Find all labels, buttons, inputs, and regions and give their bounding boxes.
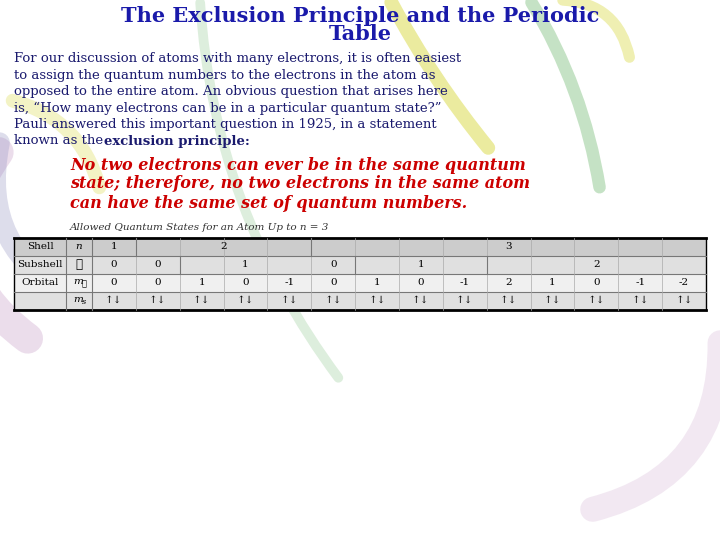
Bar bbox=[14, 238, 706, 255]
Text: Shell: Shell bbox=[27, 242, 53, 251]
Text: ℓ: ℓ bbox=[81, 280, 86, 288]
Text: 0: 0 bbox=[418, 278, 424, 287]
Text: For our discussion of atoms with many electrons, it is often easiest: For our discussion of atoms with many el… bbox=[14, 52, 461, 65]
Text: 1: 1 bbox=[242, 260, 249, 269]
Text: The Exclusion Principle and the Periodic: The Exclusion Principle and the Periodic bbox=[121, 6, 599, 26]
Text: m: m bbox=[73, 295, 83, 304]
Text: ↑↓: ↑↓ bbox=[588, 296, 605, 305]
Text: -2: -2 bbox=[679, 278, 689, 287]
Text: Pauli answered this important question in 1925, in a statement: Pauli answered this important question i… bbox=[14, 118, 436, 131]
Text: -1: -1 bbox=[460, 278, 470, 287]
Text: ↑↓: ↑↓ bbox=[631, 296, 649, 305]
Bar bbox=[14, 273, 706, 292]
Bar bbox=[14, 292, 706, 309]
Text: ↑↓: ↑↓ bbox=[544, 296, 562, 305]
Text: 2: 2 bbox=[505, 278, 512, 287]
Text: ↑↓: ↑↓ bbox=[369, 296, 386, 305]
Text: -1: -1 bbox=[635, 278, 645, 287]
Text: 3: 3 bbox=[505, 242, 512, 251]
Text: ↑↓: ↑↓ bbox=[237, 296, 254, 305]
Text: 1: 1 bbox=[111, 242, 117, 251]
Text: n: n bbox=[76, 242, 82, 251]
Text: 1: 1 bbox=[418, 260, 424, 269]
Text: 2: 2 bbox=[593, 260, 600, 269]
Text: s: s bbox=[82, 299, 86, 307]
Text: ↑↓: ↑↓ bbox=[149, 296, 166, 305]
Text: 0: 0 bbox=[111, 260, 117, 269]
Text: Table: Table bbox=[328, 24, 392, 44]
Text: ↑↓: ↑↓ bbox=[500, 296, 518, 305]
Text: 0: 0 bbox=[330, 260, 336, 269]
Text: -1: -1 bbox=[284, 278, 294, 287]
Text: m: m bbox=[73, 277, 83, 286]
Text: ↑↓: ↑↓ bbox=[281, 296, 298, 305]
Text: to assign the quantum numbers to the electrons in the atom as: to assign the quantum numbers to the ele… bbox=[14, 69, 436, 82]
Text: 0: 0 bbox=[330, 278, 336, 287]
Text: ↑↓: ↑↓ bbox=[193, 296, 210, 305]
Text: known as the: known as the bbox=[14, 134, 107, 147]
Text: 0: 0 bbox=[155, 278, 161, 287]
Text: is, “How many electrons can be in a particular quantum state?”: is, “How many electrons can be in a part… bbox=[14, 102, 441, 114]
Text: 0: 0 bbox=[111, 278, 117, 287]
Bar bbox=[14, 255, 706, 273]
Text: 1: 1 bbox=[549, 278, 556, 287]
Text: opposed to the entire atom. An obvious question that arises here: opposed to the entire atom. An obvious q… bbox=[14, 85, 448, 98]
Text: state; therefore, no two electrons in the same atom: state; therefore, no two electrons in th… bbox=[70, 176, 530, 192]
Text: 1: 1 bbox=[198, 278, 205, 287]
Text: 0: 0 bbox=[155, 260, 161, 269]
Text: 1: 1 bbox=[374, 278, 380, 287]
Text: ↑↓: ↑↓ bbox=[412, 296, 430, 305]
Text: ↑↓: ↑↓ bbox=[105, 296, 122, 305]
Text: ↑↓: ↑↓ bbox=[675, 296, 693, 305]
Text: ↑↓: ↑↓ bbox=[325, 296, 342, 305]
Text: 2: 2 bbox=[220, 242, 227, 251]
Text: 0: 0 bbox=[242, 278, 249, 287]
Text: Subshell: Subshell bbox=[17, 260, 63, 269]
Text: 0: 0 bbox=[593, 278, 600, 287]
Text: Orbital: Orbital bbox=[22, 278, 59, 287]
Text: exclusion principle:: exclusion principle: bbox=[104, 134, 250, 147]
Text: No two electrons can ever be in the same quantum: No two electrons can ever be in the same… bbox=[70, 157, 526, 173]
Text: can have the same set of quantum numbers.: can have the same set of quantum numbers… bbox=[70, 194, 467, 212]
Text: Allowed Quantum States for an Atom Up to n = 3: Allowed Quantum States for an Atom Up to… bbox=[70, 224, 329, 233]
Text: ↑↓: ↑↓ bbox=[456, 296, 474, 305]
Text: ℓ: ℓ bbox=[76, 258, 83, 271]
